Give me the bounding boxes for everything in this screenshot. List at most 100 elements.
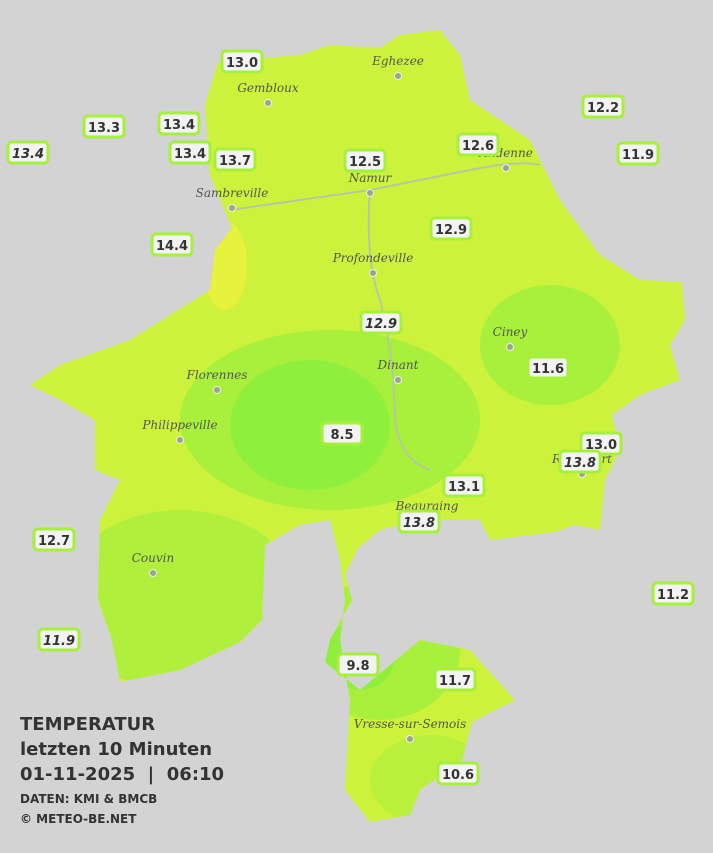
- station-box: [526, 355, 570, 380]
- city-name: Vresse-sur-Semois: [354, 717, 467, 731]
- station-box: [157, 111, 201, 136]
- city-name: Profondeville: [332, 251, 414, 265]
- station-box: [442, 473, 486, 498]
- station: 13.8: [397, 509, 441, 534]
- city-dot: [366, 189, 374, 197]
- city-name: Gembloux: [237, 81, 299, 95]
- station-reading: 13.4: [12, 147, 44, 162]
- station-reading: 12.6: [462, 139, 494, 154]
- city-name: Dinant: [377, 358, 419, 372]
- city-dot: [394, 72, 402, 80]
- station-box: [32, 527, 76, 552]
- station-box: [456, 132, 500, 157]
- station-reading: 13.8: [564, 456, 596, 471]
- station-box: [359, 310, 403, 335]
- city-name: Couvin: [132, 551, 174, 565]
- station-reading: 11.6: [532, 362, 564, 377]
- station-reading: 12.7: [38, 534, 70, 549]
- station: 12.9: [359, 310, 403, 335]
- station-box: [397, 509, 441, 534]
- station: 13.4: [6, 140, 50, 165]
- station: 12.5: [343, 148, 387, 173]
- city-dot: [213, 386, 221, 394]
- temperature-field: [30, 30, 685, 822]
- station-reading: 11.9: [622, 148, 654, 163]
- station-box: [37, 627, 81, 652]
- station-reading: 12.5: [349, 155, 381, 170]
- station-box: [213, 147, 257, 172]
- station-box: [82, 114, 126, 139]
- station: 8.5: [320, 421, 364, 446]
- station-reading: 11.2: [657, 588, 689, 603]
- city-name: Philippeville: [141, 418, 217, 432]
- station-box: [651, 581, 695, 606]
- station-box: [168, 140, 212, 165]
- city-dot: [228, 204, 236, 212]
- legend: TEMPERATUR letzten 10 Minuten 01-11-2025…: [20, 714, 224, 826]
- station: 13.1: [442, 473, 486, 498]
- city-dot: [502, 164, 510, 172]
- station-reading: 11.9: [43, 634, 75, 649]
- station: 13.4: [157, 111, 201, 136]
- station-box: [616, 141, 660, 166]
- station-box: [320, 421, 364, 446]
- station-reading: 13.0: [226, 56, 258, 71]
- station-reading: 12.2: [587, 101, 619, 116]
- station: 9.8: [336, 652, 380, 677]
- station-reading: 14.4: [156, 239, 188, 254]
- city-dot: [369, 269, 377, 277]
- legend-datetime: 01-11-2025 | 06:10: [20, 764, 224, 785]
- city-dot: [506, 343, 514, 351]
- station: 13.0: [220, 49, 264, 74]
- station: 11.7: [433, 667, 477, 692]
- station: 13.8: [558, 449, 602, 474]
- station-box: [436, 761, 480, 786]
- station-reading: 9.8: [346, 659, 369, 674]
- station: 12.6: [456, 132, 500, 157]
- station-box: [429, 216, 473, 241]
- city-dot: [264, 99, 272, 107]
- city-dot: [149, 569, 157, 577]
- station-box: [343, 148, 387, 173]
- city-name: Ciney: [493, 325, 528, 339]
- city-name: Eghezee: [371, 54, 424, 68]
- station: 13.3: [82, 114, 126, 139]
- legend-title: TEMPERATUR: [20, 714, 155, 735]
- station-box: [581, 94, 625, 119]
- station-reading: 13.7: [219, 154, 251, 169]
- station-reading: 13.3: [88, 121, 120, 136]
- station: 11.9: [616, 141, 660, 166]
- station-reading: 12.9: [365, 317, 397, 332]
- station-reading: 11.7: [439, 674, 471, 689]
- station-reading: 13.0: [585, 438, 617, 453]
- station: 13.0: [579, 431, 623, 456]
- station-reading: 13.4: [174, 147, 206, 162]
- station: 10.6: [436, 761, 480, 786]
- city-dot: [406, 735, 414, 743]
- city-dot: [394, 376, 402, 384]
- station-reading: 10.6: [442, 768, 474, 783]
- legend-period: letzten 10 Minuten: [20, 739, 212, 760]
- station-box: [558, 449, 602, 474]
- station: 14.4: [150, 232, 194, 257]
- station-box: [336, 652, 380, 677]
- city-name: Florennes: [186, 368, 248, 382]
- station: 11.2: [651, 581, 695, 606]
- station-reading: 13.4: [163, 118, 195, 133]
- station-box: [150, 232, 194, 257]
- station: 12.2: [581, 94, 625, 119]
- legend-source: DATEN: KMI & BMCB: [20, 792, 157, 806]
- city-dot: [176, 436, 184, 444]
- city-name: Sambreville: [196, 186, 269, 200]
- station: 11.9: [37, 627, 81, 652]
- station: 12.7: [32, 527, 76, 552]
- station-box: [6, 140, 50, 165]
- city-name: Namur: [348, 171, 393, 185]
- station: 13.4: [168, 140, 212, 165]
- station: 11.6: [526, 355, 570, 380]
- station-reading: 13.1: [448, 480, 480, 495]
- station-box: [220, 49, 264, 74]
- station-reading: 8.5: [330, 428, 353, 443]
- station-box: [433, 667, 477, 692]
